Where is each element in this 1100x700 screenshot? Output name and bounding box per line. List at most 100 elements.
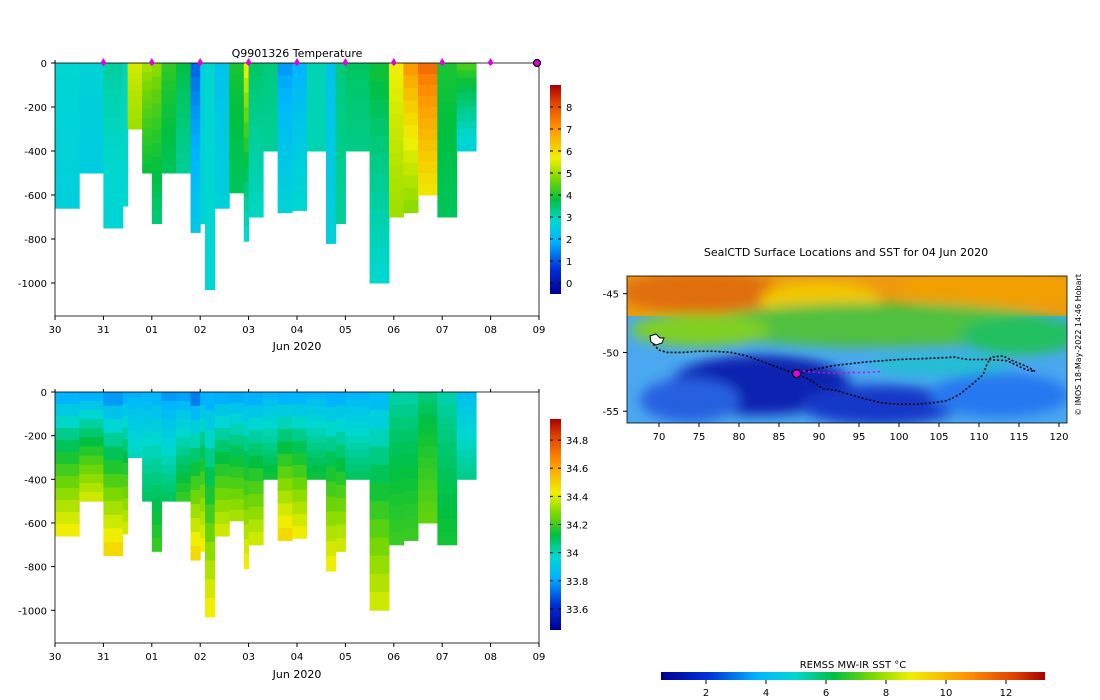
profile-cell (229, 95, 245, 107)
profile-cell (214, 135, 230, 149)
profile-cell (292, 440, 308, 454)
profile-cell (369, 464, 390, 484)
profile-cell (161, 145, 177, 156)
profile-cell (403, 416, 419, 430)
profile-cell (127, 413, 143, 420)
profile-cell (335, 445, 346, 459)
profile-cell (127, 85, 143, 91)
profile-cell (127, 452, 143, 458)
profile-column (326, 392, 337, 572)
profile-cell (456, 413, 477, 422)
profile-cell (229, 73, 245, 86)
profile-column (388, 63, 404, 218)
profile-cell (369, 392, 390, 411)
profile-cell (243, 166, 250, 183)
profile-cell (205, 466, 216, 487)
profile-cell (335, 405, 346, 420)
x-tick-label: 05 (339, 325, 352, 336)
profile-cell (437, 191, 458, 205)
profile-cell (292, 87, 308, 101)
profile-cell (335, 116, 346, 131)
profile-cell (263, 77, 279, 86)
profile-cell (190, 105, 201, 120)
map-x-tick-label: 75 (693, 432, 706, 443)
profile-cell (292, 173, 308, 187)
x-tick-label: 08 (484, 325, 497, 336)
profile-column (190, 392, 201, 561)
profile-cell (345, 99, 371, 108)
map-x-tick-label: 70 (653, 432, 666, 443)
colorbar-tick-label: 7 (566, 125, 572, 136)
profile-cell (161, 99, 177, 110)
profile-cell (79, 90, 104, 101)
profile-cell (200, 418, 206, 433)
profile-cell (456, 472, 477, 480)
profile-cell (418, 85, 438, 97)
profile-cell (142, 464, 153, 475)
profile-cell (142, 401, 153, 411)
profile-cell (55, 452, 80, 465)
profile-cell (326, 556, 337, 572)
colorbar-tick-label: 5 (566, 169, 572, 180)
profile-cell (55, 159, 80, 173)
profile-cell (214, 440, 230, 453)
profile-cell (388, 430, 404, 444)
profile-cell (151, 484, 162, 499)
profile-cell (151, 458, 162, 473)
profile-cell (243, 406, 250, 422)
profile-cell (456, 392, 477, 400)
profile-cell (345, 399, 371, 408)
x-tick-label: 30 (49, 652, 62, 663)
profile-cell (243, 436, 250, 452)
profile-cell (190, 476, 201, 491)
profile-cell (403, 453, 419, 467)
profile-cell (369, 63, 390, 82)
profile-cell (55, 111, 80, 124)
profile-cell (437, 404, 458, 418)
x-tick-label: 02 (194, 325, 207, 336)
profile-cell (161, 428, 177, 438)
profile-cell (388, 101, 404, 115)
profile-cell (418, 173, 438, 185)
profile-cell (122, 134, 129, 147)
profile-column (190, 63, 201, 233)
profile-cell (103, 186, 124, 201)
profile-cell (345, 421, 371, 429)
profile-column (456, 63, 477, 152)
profile-cell (243, 122, 250, 138)
colorbar-tick-label: 1 (566, 257, 572, 268)
profile-cell (151, 196, 162, 211)
profile-cell (437, 178, 458, 192)
profile-column (176, 392, 192, 502)
profile-cell (79, 428, 104, 438)
profile-cell (277, 112, 293, 126)
profile-cell (229, 402, 245, 414)
profile-cell (456, 70, 477, 79)
profile-cell (205, 541, 216, 562)
profile-cell (403, 162, 419, 176)
profile-cell (161, 118, 177, 128)
profile-cell (335, 103, 346, 118)
profile-cell (326, 168, 337, 184)
colorbar-tick-label: 3 (566, 213, 572, 224)
profile-cell (243, 524, 250, 540)
profile-cell (326, 198, 337, 214)
profile-cell (205, 429, 216, 449)
y-tick-label: -400 (24, 147, 47, 158)
profile-cell (122, 403, 129, 417)
profile-cell (176, 419, 192, 429)
profile-column (335, 63, 346, 225)
profile-cell (205, 195, 216, 215)
profile-cell (103, 159, 124, 174)
profile-cell (79, 473, 104, 484)
profile-cell (335, 471, 346, 486)
profile-cell (200, 89, 206, 104)
profile-cell (418, 402, 438, 415)
profile-cell (345, 70, 371, 79)
profile-cell (229, 171, 245, 183)
profile-cell (103, 528, 124, 543)
profile-cell (79, 401, 104, 411)
profile-cell (388, 152, 404, 167)
profile-cell (142, 136, 153, 146)
profile-column (142, 63, 153, 174)
